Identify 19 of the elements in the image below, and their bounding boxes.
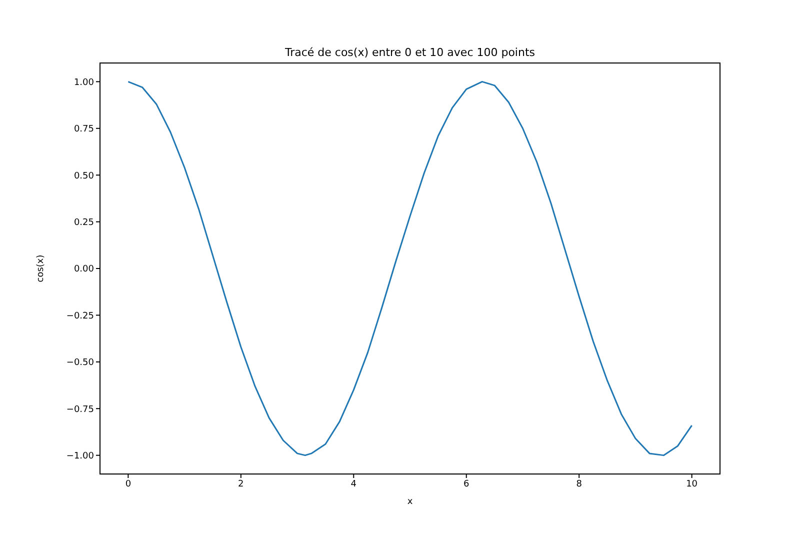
y-tick-label: 0.50: [74, 171, 94, 182]
y-tick-label: −0.25: [66, 311, 94, 322]
x-tick-label: 10: [686, 479, 698, 490]
y-tick-label: 0.75: [74, 124, 94, 135]
y-tick-label: 1.00: [74, 78, 94, 88]
y-tick-label: 0.00: [74, 264, 94, 275]
y-tick-label: 0.25: [74, 218, 94, 228]
x-axis-title: x: [407, 497, 414, 507]
y-tick-label: −1.00: [66, 452, 94, 462]
y-tick-label: −0.50: [66, 358, 94, 368]
y-axis-title: cos(x): [36, 254, 46, 282]
chart-title: Tracé de cos(x) entre 0 et 10 avec 100 points: [284, 46, 536, 59]
x-tick-label: 4: [350, 479, 357, 490]
line-series: [127, 80, 693, 456]
x-tick-label: 8: [576, 479, 582, 490]
x-tick-label: 0: [125, 479, 132, 490]
x-tick-label: 6: [463, 479, 470, 490]
x-tick-label: 2: [238, 479, 244, 490]
y-tick-label: −0.75: [66, 404, 94, 415]
